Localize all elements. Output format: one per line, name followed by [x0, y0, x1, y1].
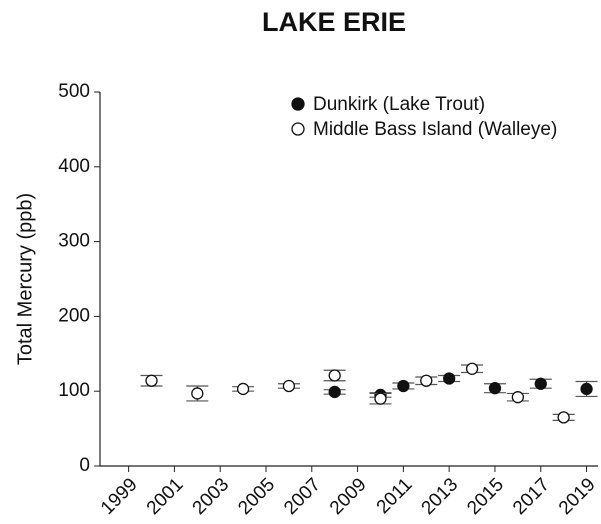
x-tick-label: 2005: [234, 474, 279, 519]
y-tick-label: 300: [58, 231, 90, 252]
point: [488, 382, 502, 395]
point: [580, 382, 593, 396]
x-tick-label: 2001: [143, 474, 188, 519]
point: [236, 382, 250, 396]
point: [145, 374, 158, 387]
x-tick-label: 2003: [189, 474, 234, 519]
y-tick-label: 0: [79, 455, 90, 476]
point: [397, 379, 410, 393]
x-tick-label: 2013: [418, 474, 463, 519]
point: [328, 385, 341, 399]
legend-marker: [291, 122, 305, 136]
point: [443, 372, 456, 385]
x-tick-label: 2009: [326, 474, 371, 519]
x-tick-label: 2017: [509, 474, 554, 519]
x-tick-label: 2019: [555, 474, 600, 519]
y-tick-label: 500: [58, 81, 90, 102]
y-tick-label: 200: [58, 305, 90, 326]
y-axis-label: Total Mercury (ppb): [14, 193, 36, 365]
x-tick-label: 1999: [97, 474, 142, 519]
chart-title: LAKE ERIE: [262, 7, 406, 37]
y-tick-label: 100: [58, 380, 90, 401]
point: [374, 392, 387, 405]
legend-label: Dunkirk (Lake Trout): [313, 94, 485, 115]
y-tick-label: 400: [58, 156, 90, 177]
x-tick-label: 2011: [373, 474, 417, 518]
point: [511, 391, 525, 404]
point: [420, 374, 433, 387]
point: [534, 377, 547, 390]
point: [465, 362, 479, 375]
point: [328, 369, 341, 382]
x-tick-label: 2015: [463, 474, 508, 519]
point: [557, 411, 570, 424]
legend-label: Middle Bass Island (Walleye): [313, 119, 557, 140]
x-tick-label: 2007: [280, 474, 325, 519]
point: [191, 387, 204, 400]
legend-marker: [291, 97, 305, 111]
point: [282, 379, 296, 393]
